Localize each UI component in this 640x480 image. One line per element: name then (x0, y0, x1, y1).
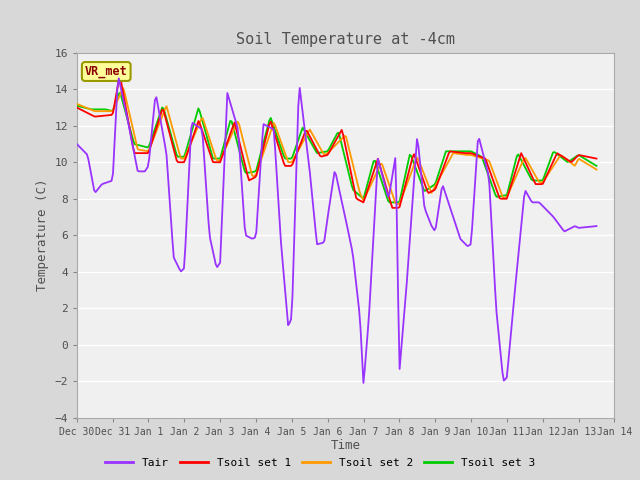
X-axis label: Time: Time (331, 439, 360, 453)
Text: VR_met: VR_met (85, 65, 127, 78)
Legend: Tair, Tsoil set 1, Tsoil set 2, Tsoil set 3: Tair, Tsoil set 1, Tsoil set 2, Tsoil se… (100, 453, 540, 472)
Y-axis label: Temperature (C): Temperature (C) (36, 179, 49, 291)
Title: Soil Temperature at -4cm: Soil Temperature at -4cm (236, 33, 455, 48)
